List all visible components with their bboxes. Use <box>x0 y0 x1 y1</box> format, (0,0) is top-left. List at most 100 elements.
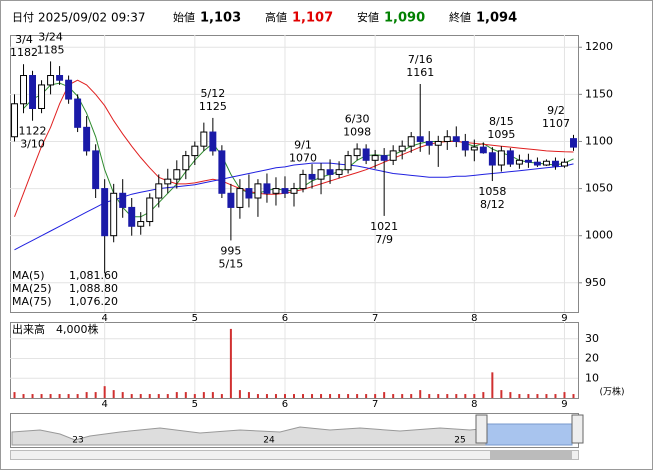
legend-name: MA(5) <box>12 269 45 282</box>
candle-body <box>227 192 235 208</box>
volume-bar <box>256 394 259 398</box>
volume-bar <box>85 392 88 398</box>
candle-body <box>200 131 208 147</box>
annotation-date: 8/12 <box>480 198 505 211</box>
annotation-value: 1185 <box>37 43 65 56</box>
open-value: 1,103 <box>200 11 241 26</box>
high-value: 1,107 <box>292 11 333 26</box>
volume-bar <box>220 394 223 398</box>
x-tick-label: 9 <box>561 399 567 410</box>
candle-body <box>101 188 109 237</box>
annotation-value: 1058 <box>478 185 506 198</box>
volume-bar <box>302 394 305 398</box>
volume-bar <box>193 394 196 398</box>
volume-bar <box>473 394 476 398</box>
x-tick-label: 7 <box>372 399 378 410</box>
y-tick-label: 1150 <box>585 87 613 100</box>
candle-body <box>272 188 280 194</box>
annotation-date: 9/2 <box>547 104 565 117</box>
navigator-label: 23 <box>72 436 83 446</box>
volume-bar <box>139 394 142 398</box>
candle-body <box>209 131 217 152</box>
candle-body <box>542 160 550 166</box>
candle-body <box>47 75 55 86</box>
candle-body <box>83 126 91 152</box>
annotation-value: 1161 <box>406 66 434 79</box>
volume-bar <box>527 394 530 398</box>
candle-body <box>92 150 100 190</box>
x-tick-label: 6 <box>282 313 288 324</box>
volume-bar <box>148 394 151 398</box>
candle-body <box>335 169 343 175</box>
volume-bar <box>103 386 106 398</box>
x-tick-label: 4 <box>101 399 107 410</box>
candle-body <box>398 145 406 152</box>
volume-tick-label: 30 <box>585 332 599 345</box>
high-label: 高値 <box>265 10 287 24</box>
annotation-date: 3/4 <box>15 33 33 46</box>
candle-body <box>74 98 82 128</box>
volume-bar <box>238 390 241 398</box>
volume-bar <box>419 390 422 398</box>
candle-body <box>308 173 316 180</box>
x-tick-label: 9 <box>561 313 567 324</box>
annotation-value: 1070 <box>289 152 317 165</box>
candle-body <box>146 197 154 223</box>
volume-bar <box>437 394 440 398</box>
volume-bar <box>112 390 115 398</box>
volume-bar <box>265 394 268 398</box>
x-tick-label: 5 <box>192 399 198 410</box>
x-tick-label: 6 <box>282 399 288 410</box>
candle-body <box>191 145 199 157</box>
candle-body <box>533 161 541 166</box>
candle-body <box>380 155 388 161</box>
close-value: 1,094 <box>476 11 517 26</box>
navigator-handle-left[interactable] <box>475 414 488 444</box>
candle-body <box>452 136 460 142</box>
annotation-value: 1122 <box>19 125 47 138</box>
candle-body <box>110 192 118 237</box>
low-value: 1,090 <box>384 11 425 26</box>
legend-value: 1,081.60 <box>69 269 118 282</box>
x-tick-label: 8 <box>471 399 477 410</box>
volume-bar <box>410 394 413 398</box>
volume-bar <box>175 392 178 398</box>
candle-body <box>570 138 577 148</box>
volume-bar <box>509 392 512 398</box>
candle-body <box>551 160 559 167</box>
volume-bar <box>563 392 566 398</box>
y-tick-label: 1000 <box>585 229 613 242</box>
scroll-thumb[interactable] <box>490 451 572 459</box>
volume-bar <box>229 328 232 398</box>
volume-bar <box>356 394 359 398</box>
navigator-handle-right[interactable] <box>571 414 584 444</box>
annotation-date: 8/15 <box>489 115 514 128</box>
candle-body <box>425 140 433 146</box>
candle-body <box>362 148 370 161</box>
candle-body <box>470 146 478 151</box>
volume-bar <box>202 392 205 398</box>
annotation-value: 1182 <box>10 46 38 59</box>
date: 2025/09/02 09:37 <box>38 11 146 25</box>
volume-bar <box>500 390 503 398</box>
legend-value: 1,088.80 <box>69 282 118 295</box>
candle-body <box>29 75 37 109</box>
volume-bar <box>392 394 395 398</box>
volume-bar <box>184 392 187 398</box>
volume-bar <box>518 394 521 398</box>
volume-bar <box>428 394 431 398</box>
candle-body <box>317 169 325 180</box>
candle-body <box>461 140 469 151</box>
annotation-value: 1098 <box>343 125 371 138</box>
volume-bar <box>49 394 52 398</box>
x-tick-label: 8 <box>471 313 477 324</box>
volume-bar <box>58 394 61 398</box>
volume-bar <box>293 394 295 398</box>
scrollbar[interactable] <box>10 450 579 460</box>
volume-bar <box>545 394 548 398</box>
volume-bar <box>94 392 97 398</box>
annotation-date: 6/30 <box>345 112 370 125</box>
navigator-window <box>485 423 573 446</box>
volume-bar <box>401 394 404 398</box>
